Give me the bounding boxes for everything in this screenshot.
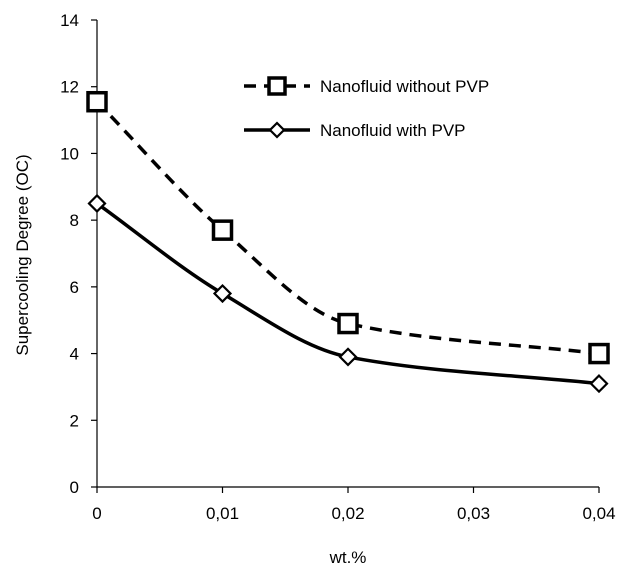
y-tick-label: 0 — [70, 478, 79, 497]
x-axis-title: wt.% — [329, 548, 367, 567]
x-tick-label: 0,03 — [457, 504, 490, 523]
data-point-without-pvp — [337, 312, 359, 335]
y-tick-label: 10 — [60, 144, 79, 163]
y-tick-label: 2 — [70, 411, 79, 430]
data-point-without-pvp — [211, 219, 234, 241]
axes: 0 2 4 6 8 10 12 14 0 0,01 0,02 0,03 0,04 — [60, 11, 615, 523]
y-tick-label: 6 — [70, 278, 79, 297]
data-point-with-pvp — [338, 347, 358, 367]
data-point-without-pvp — [86, 90, 108, 113]
y-tick-label: 14 — [60, 11, 79, 30]
legend-marker-without-pvp — [267, 76, 287, 96]
y-axis-title: Supercooling Degree (OC) — [13, 154, 32, 355]
y-tick-label: 12 — [60, 78, 79, 97]
x-tick-label: 0,02 — [331, 504, 364, 523]
legend: Nanofluid without PVP Nanofluid with PVP — [244, 76, 489, 140]
x-tick-label: 0,04 — [582, 504, 615, 523]
x-tick-label: 0 — [92, 504, 101, 523]
data-point-with-pvp — [212, 283, 233, 304]
series-line-with-pvp — [95, 202, 600, 386]
data-point-with-pvp — [589, 374, 609, 394]
x-tick-label: 0,01 — [206, 504, 239, 523]
legend-label-with-pvp: Nanofluid with PVP — [320, 121, 466, 140]
legend-marker-with-pvp — [268, 121, 286, 139]
data-point-with-pvp — [87, 193, 107, 214]
legend-label-without-pvp: Nanofluid without PVP — [320, 77, 489, 96]
data-point-without-pvp — [588, 342, 610, 365]
y-tick-label: 8 — [70, 211, 79, 230]
y-tick-label: 4 — [70, 345, 79, 364]
series-layer — [86, 90, 610, 394]
